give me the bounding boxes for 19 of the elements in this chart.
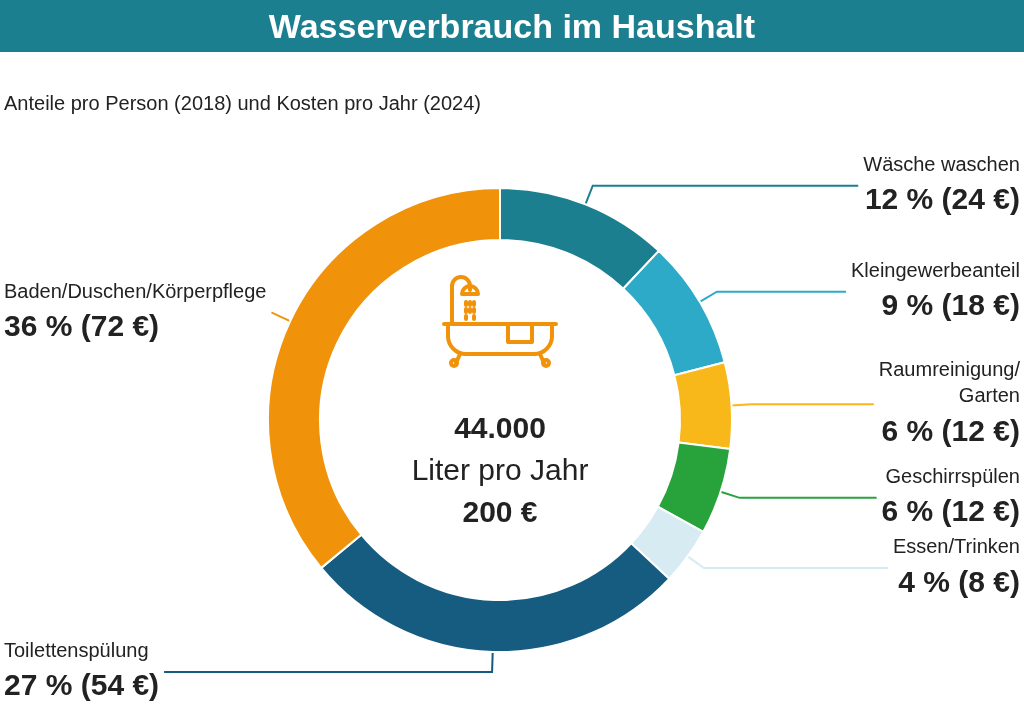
data-label: 12 % (24 €) bbox=[864, 182, 1020, 216]
slice-label: Kleingewerbeanteil bbox=[850, 258, 1020, 281]
data-label: 9 % (18 €) bbox=[881, 288, 1020, 322]
data-label: 6 % (12 €) bbox=[881, 413, 1020, 447]
slice-label: Raumreinigung/ Garten bbox=[878, 358, 1021, 407]
slice-label: Baden/Duschen/Körperpflege bbox=[4, 279, 267, 302]
chart-title: Wasserverbrauch im Haushalt bbox=[0, 0, 1024, 52]
data-label: 6 % (12 €) bbox=[881, 494, 1020, 528]
text: 200 € bbox=[462, 494, 538, 528]
text: Liter pro Jahr bbox=[411, 452, 589, 486]
chart-subtitle: Anteile pro Person (2018) und Kosten pro Jahr (2024) bbox=[4, 92, 481, 115]
slice-label: Essen/Trinken bbox=[892, 535, 1020, 558]
data-label: 4 % (8 €) bbox=[898, 564, 1020, 598]
text: 44.000 bbox=[454, 410, 546, 444]
data-label: 27 % (54 €) bbox=[4, 668, 160, 702]
slice-label: Geschirrspülen bbox=[885, 464, 1020, 487]
data-label: 36 % (72 €) bbox=[4, 309, 160, 343]
slice-label: Toilettenspülung bbox=[4, 638, 149, 661]
slice-label: Wäsche waschen bbox=[863, 152, 1020, 175]
